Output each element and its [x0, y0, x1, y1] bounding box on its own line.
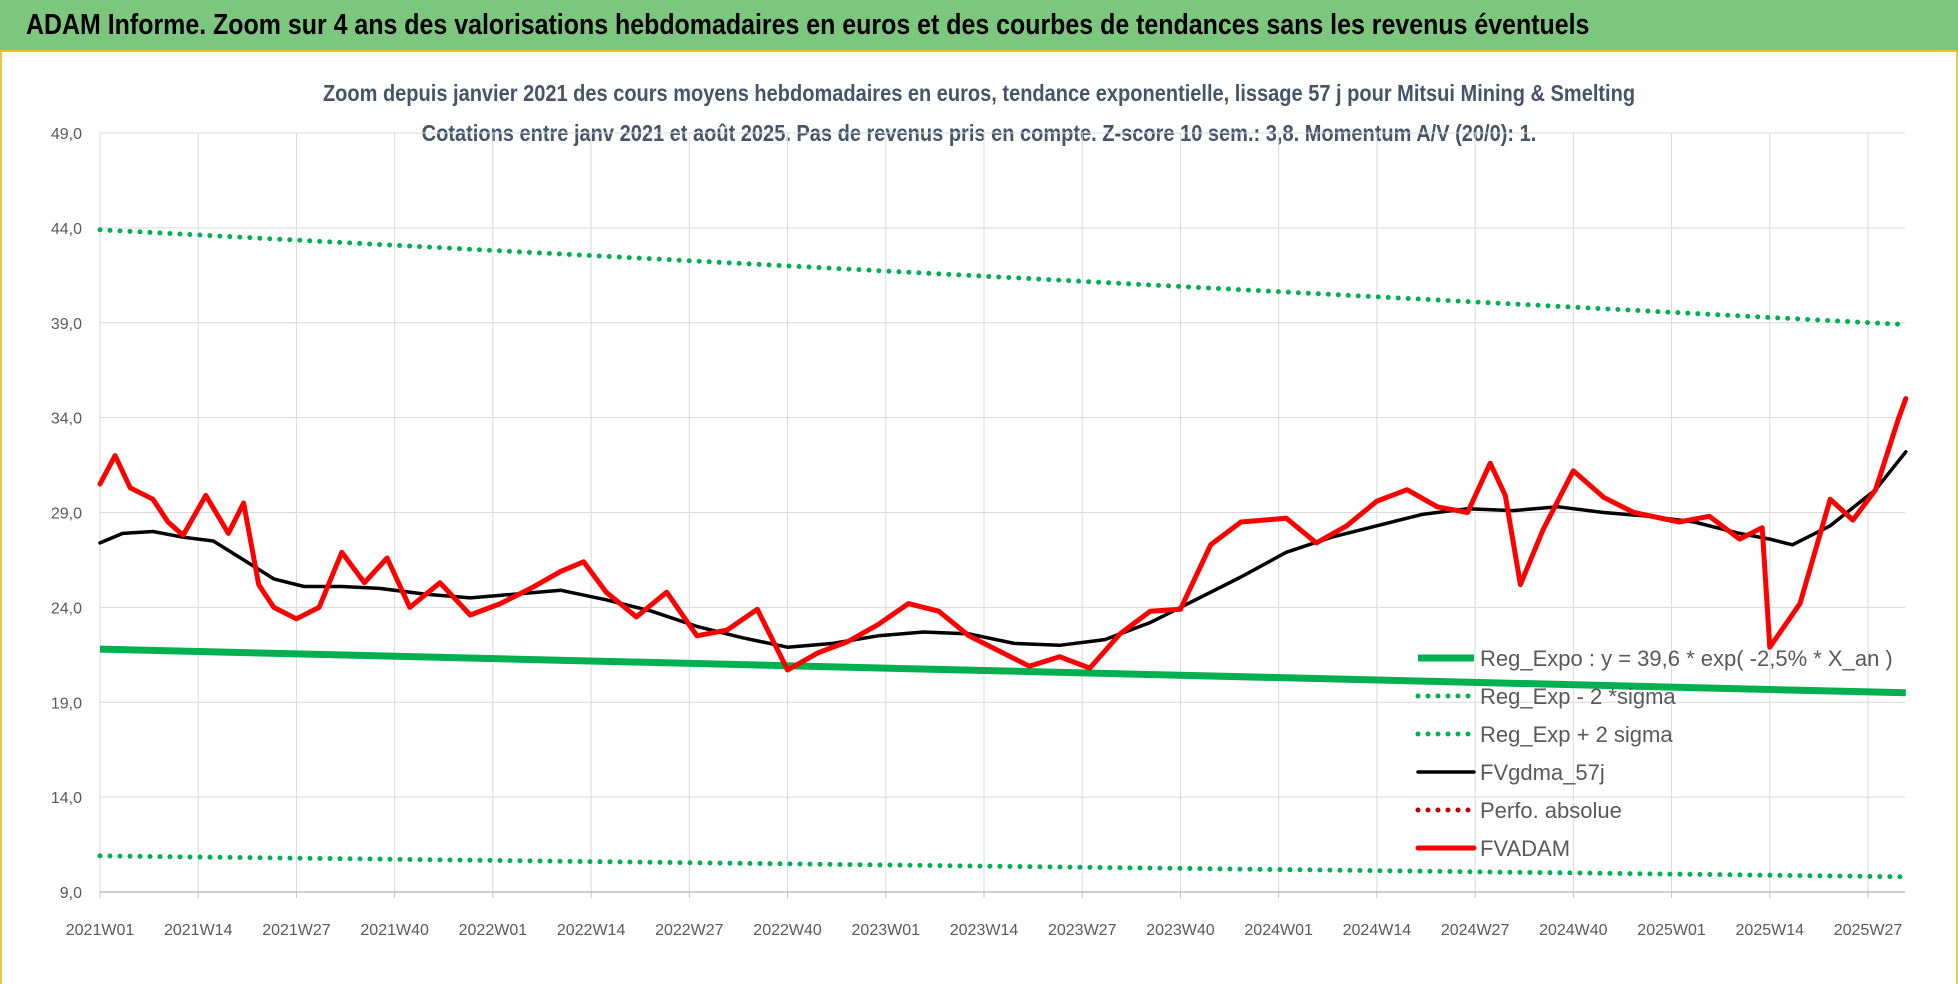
legend-label: Reg_Expo : y = 39,6 * exp( -2,5% * X_an … — [1480, 646, 1893, 671]
y-tick-label: 19,0 — [51, 695, 82, 712]
report-banner: ADAM Informe. Zoom sur 4 ans des valoris… — [0, 0, 1958, 52]
report-title: ADAM Informe. Zoom sur 4 ans des valoris… — [26, 9, 1590, 41]
y-tick-label: 24,0 — [51, 600, 82, 617]
x-tick-label: 2025W01 — [1637, 922, 1706, 939]
x-tick-label: 2022W14 — [557, 922, 626, 939]
x-tick-label: 2023W40 — [1146, 922, 1215, 939]
legend-label: Reg_Exp + 2 sigma — [1480, 722, 1673, 747]
x-tick-label: 2021W40 — [360, 922, 429, 939]
series-line-5 — [97, 396, 1909, 673]
x-axis-ticks: 2021W01 2021W14 2021W27 2021W40 2022W01 2022W… — [66, 922, 1903, 939]
x-tick-label: 2021W01 — [66, 922, 135, 939]
legend-label: Perfo. absolue — [1480, 798, 1622, 823]
chart-title: Zoom depuis janvier 2021 des cours moyen… — [322, 80, 1636, 106]
x-tick-label: 2021W27 — [262, 922, 331, 939]
x-tick-label: 2021W14 — [164, 922, 233, 939]
y-tick-label: 14,0 — [51, 790, 82, 807]
legend: Reg_Expo : y = 39,6 * exp( -2,5% * X_an … — [1415, 646, 1893, 861]
x-tick-label: 2022W40 — [753, 922, 822, 939]
y-tick-label: 29,0 — [51, 506, 82, 523]
legend-label: FVADAM — [1480, 836, 1570, 861]
series-line-1 — [97, 853, 1909, 880]
x-tick-label: 2022W01 — [459, 922, 528, 939]
series-line-3 — [98, 450, 1908, 649]
x-tick-label: 2023W14 — [950, 922, 1019, 939]
x-tick-label: 2022W27 — [655, 922, 724, 939]
series-line-2 — [97, 227, 1909, 328]
x-tick-label: 2025W27 — [1834, 922, 1903, 939]
x-tick-label: 2024W14 — [1343, 922, 1412, 939]
y-axis-ticks: 9,0 14,0 19,0 24,0 29,0 34,0 39,0 44,0 49,0 — [51, 126, 82, 902]
series-layer — [97, 227, 1909, 880]
x-tick-label: 2024W01 — [1244, 922, 1313, 939]
series-line-0 — [99, 645, 1906, 697]
legend-label: FVgdma_57j — [1480, 760, 1605, 785]
legend-label: Reg_Exp - 2 *sigma — [1480, 684, 1676, 709]
x-tick-label: 2025W14 — [1736, 922, 1805, 939]
y-tick-label: 34,0 — [51, 411, 82, 428]
x-tick-label: 2024W40 — [1539, 922, 1608, 939]
y-tick-label: 49,0 — [51, 126, 82, 143]
y-tick-label: 9,0 — [60, 885, 82, 902]
x-tick-label: 2023W27 — [1048, 922, 1117, 939]
x-tick-label: 2023W01 — [852, 922, 921, 939]
y-tick-label: 39,0 — [51, 316, 82, 333]
chart-frame — [0, 52, 1958, 984]
x-tick-label: 2024W27 — [1441, 922, 1510, 939]
y-tick-label: 44,0 — [51, 221, 82, 238]
